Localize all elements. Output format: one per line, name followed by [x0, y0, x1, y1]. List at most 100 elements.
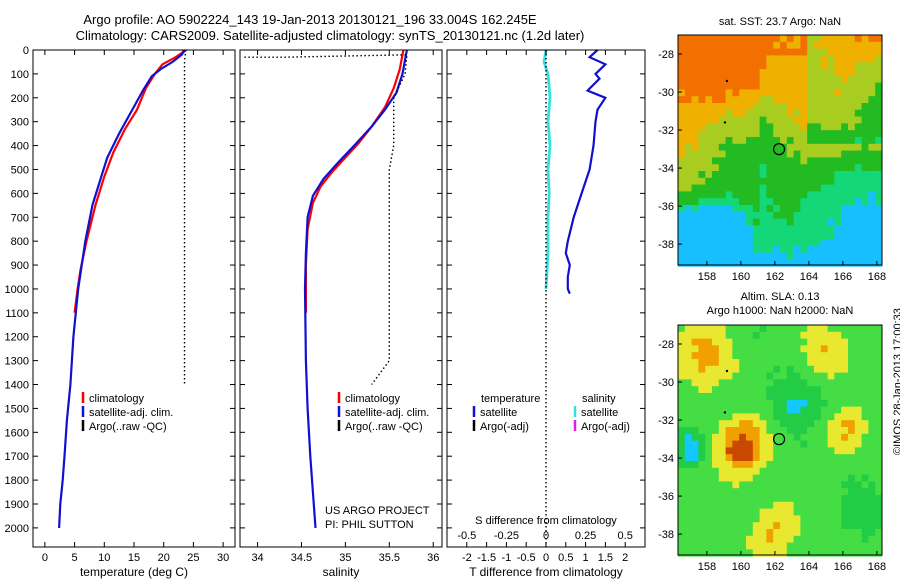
- map-cell: [800, 48, 808, 56]
- map-cell: [746, 406, 754, 414]
- map-cell: [759, 338, 767, 346]
- map-cell: [691, 345, 699, 353]
- map-cell: [848, 191, 856, 199]
- map-cell: [841, 474, 849, 482]
- y-tick-label: 1300: [5, 356, 29, 368]
- map-cell: [854, 393, 862, 401]
- map-cell: [786, 488, 794, 496]
- map-cell: [698, 225, 706, 233]
- map-cell: [841, 89, 849, 97]
- map-cell: [759, 529, 767, 537]
- map-cell: [854, 447, 862, 455]
- map-cell: [705, 245, 713, 253]
- map-cell: [834, 109, 842, 117]
- map-cell: [814, 103, 822, 111]
- map-cell: [841, 542, 849, 550]
- map-cell: [684, 522, 692, 530]
- map-cell: [841, 515, 849, 523]
- map-cell: [766, 35, 774, 43]
- map-cell: [739, 365, 747, 373]
- map-cell: [705, 89, 713, 97]
- map-cell: [766, 454, 774, 462]
- map-cell: [698, 522, 706, 530]
- map-cell: [752, 245, 760, 253]
- map-cell: [678, 345, 686, 353]
- map-cell: [732, 393, 740, 401]
- map-cell: [746, 338, 754, 346]
- map-cell: [841, 109, 849, 117]
- map-cell: [766, 150, 774, 158]
- map-cell: [732, 245, 740, 253]
- map-cell: [861, 171, 869, 179]
- map-cell: [868, 467, 876, 475]
- map-cell: [786, 461, 794, 469]
- map-cell: [827, 433, 835, 441]
- map-cell: [861, 245, 869, 253]
- map-cell: [712, 211, 720, 219]
- map-cell: [766, 474, 774, 482]
- x-tick-label: 5: [72, 552, 78, 564]
- map-cell: [848, 130, 856, 138]
- map-cell: [820, 467, 828, 475]
- y-tick-label: 500: [11, 164, 29, 176]
- map-cell: [712, 198, 720, 206]
- map-cell: [854, 433, 862, 441]
- y-tick-label: 1500: [5, 403, 29, 415]
- map-cell: [868, 399, 876, 407]
- map-cell: [725, 143, 733, 151]
- map-cell: [786, 474, 794, 482]
- map-cell: [678, 365, 686, 373]
- map-cell: [725, 331, 733, 339]
- map-cell: [766, 109, 774, 117]
- map-cell: [766, 89, 774, 97]
- map-cell: [814, 82, 822, 90]
- x-tick-label: 15: [128, 552, 140, 564]
- map-cell: [691, 399, 699, 407]
- map-y-tick-label: -28: [658, 49, 674, 61]
- map-cell: [841, 259, 849, 267]
- map-cell: [766, 433, 774, 441]
- map-cell: [766, 116, 774, 124]
- y-tick-label: 200: [11, 93, 29, 105]
- map-cell: [875, 393, 883, 401]
- map-cell: [820, 259, 828, 267]
- map-cell: [698, 549, 706, 557]
- map-cell: [800, 164, 808, 172]
- map-cell: [718, 252, 726, 260]
- map-cell: [746, 535, 754, 543]
- map-cell: [773, 109, 781, 117]
- map-cell: [752, 365, 760, 373]
- map-cell: [861, 495, 869, 503]
- map-cell: [868, 171, 876, 179]
- map-cell: [773, 461, 781, 469]
- map-cell: [746, 413, 754, 421]
- map-cell: [793, 515, 801, 523]
- map-cell: [861, 379, 869, 387]
- map-cell: [684, 96, 692, 104]
- map-cell: [820, 48, 828, 56]
- map-cell: [780, 386, 788, 394]
- map-cell: [773, 232, 781, 240]
- map-cell: [766, 331, 774, 339]
- map-cell: [807, 143, 815, 151]
- map-cell: [684, 393, 692, 401]
- map-cell: [861, 420, 869, 428]
- map-cell: [752, 433, 760, 441]
- map-cell: [732, 352, 740, 360]
- map-cell: [780, 420, 788, 428]
- map-cell: [841, 96, 849, 104]
- map-cell: [766, 96, 774, 104]
- map-cell: [814, 48, 822, 56]
- map-cell: [712, 352, 720, 360]
- map-cell: [759, 325, 767, 333]
- map-cell: [820, 549, 828, 557]
- map-cell: [746, 352, 754, 360]
- map-cell: [786, 399, 794, 407]
- map-cell: [732, 535, 740, 543]
- map-cell: [841, 205, 849, 213]
- map-cell: [766, 177, 774, 185]
- map-cell: [705, 331, 713, 339]
- map-cell: [746, 488, 754, 496]
- map-cell: [678, 55, 686, 63]
- map-cell: [691, 198, 699, 206]
